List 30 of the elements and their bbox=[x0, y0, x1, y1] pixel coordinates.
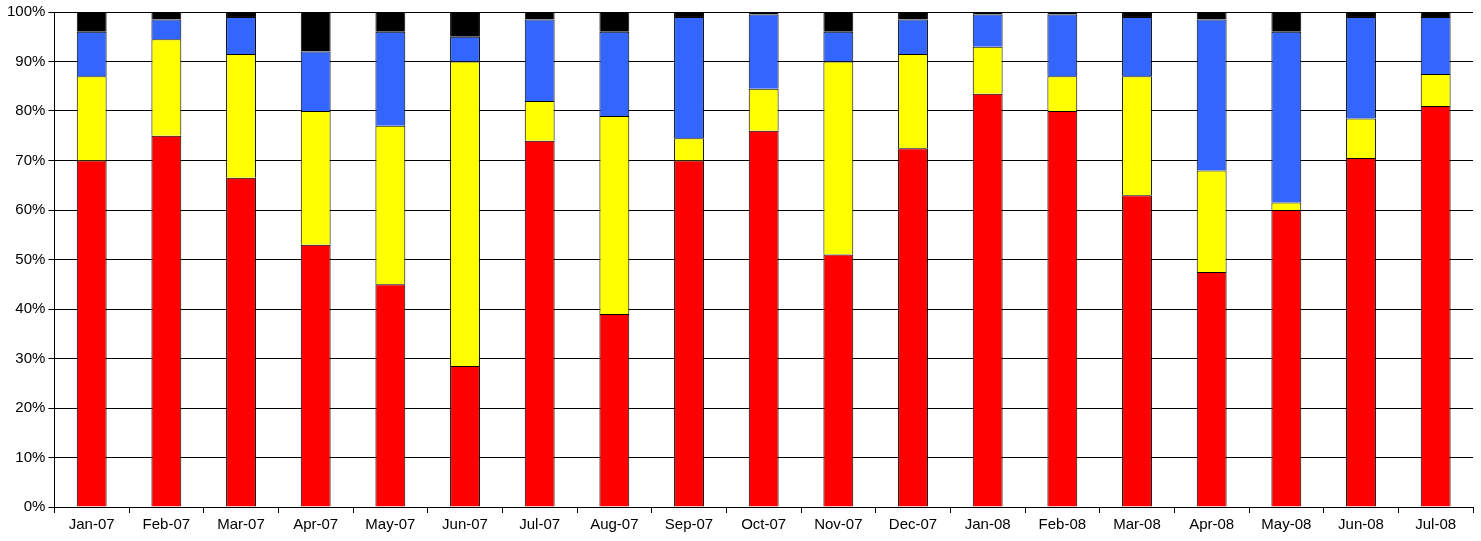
y-tick-label: 10% bbox=[15, 447, 46, 465]
x-tick-label: May-08 bbox=[1261, 515, 1312, 533]
x-tick-label: Jul-07 bbox=[519, 515, 561, 533]
y-tick-label: 70% bbox=[15, 150, 46, 168]
y-tick-label: 80% bbox=[15, 101, 46, 119]
x-tick-label: Feb-07 bbox=[142, 515, 191, 533]
x-tick-label: Dec-07 bbox=[888, 515, 938, 533]
x-tick-label: Jun-08 bbox=[1338, 515, 1384, 533]
x-tick-label: Oct-07 bbox=[741, 515, 787, 533]
x-tick-label: Mar-08 bbox=[1113, 515, 1161, 533]
y-tick-label: 40% bbox=[15, 299, 46, 317]
x-tick-label: Mar-07 bbox=[217, 515, 265, 533]
x-tick-label: Apr-08 bbox=[1189, 515, 1235, 533]
x-tick-label: Apr-07 bbox=[293, 515, 339, 533]
y-tick-label: 50% bbox=[15, 249, 46, 267]
y-tick-label: 0% bbox=[23, 497, 46, 515]
x-tick-label: Jan-08 bbox=[964, 515, 1011, 533]
x-tick-label: Jun-07 bbox=[442, 515, 488, 533]
x-tick-label: May-07 bbox=[365, 515, 416, 533]
x-tick-label: Jul-08 bbox=[1415, 515, 1457, 533]
x-tick-label: Sep-07 bbox=[664, 515, 714, 533]
y-tick-label: 30% bbox=[15, 348, 46, 366]
y-tick-label: 90% bbox=[15, 51, 46, 69]
x-tick-label: Aug-07 bbox=[590, 515, 639, 533]
y-tick-label: 100% bbox=[6, 2, 46, 20]
x-tick-label: Feb-08 bbox=[1038, 515, 1087, 533]
y-tick-label: 20% bbox=[15, 398, 46, 416]
x-tick-label: Jan-07 bbox=[68, 515, 115, 533]
x-tick-label: Nov-07 bbox=[814, 515, 863, 533]
y-tick-label: 60% bbox=[15, 200, 46, 218]
